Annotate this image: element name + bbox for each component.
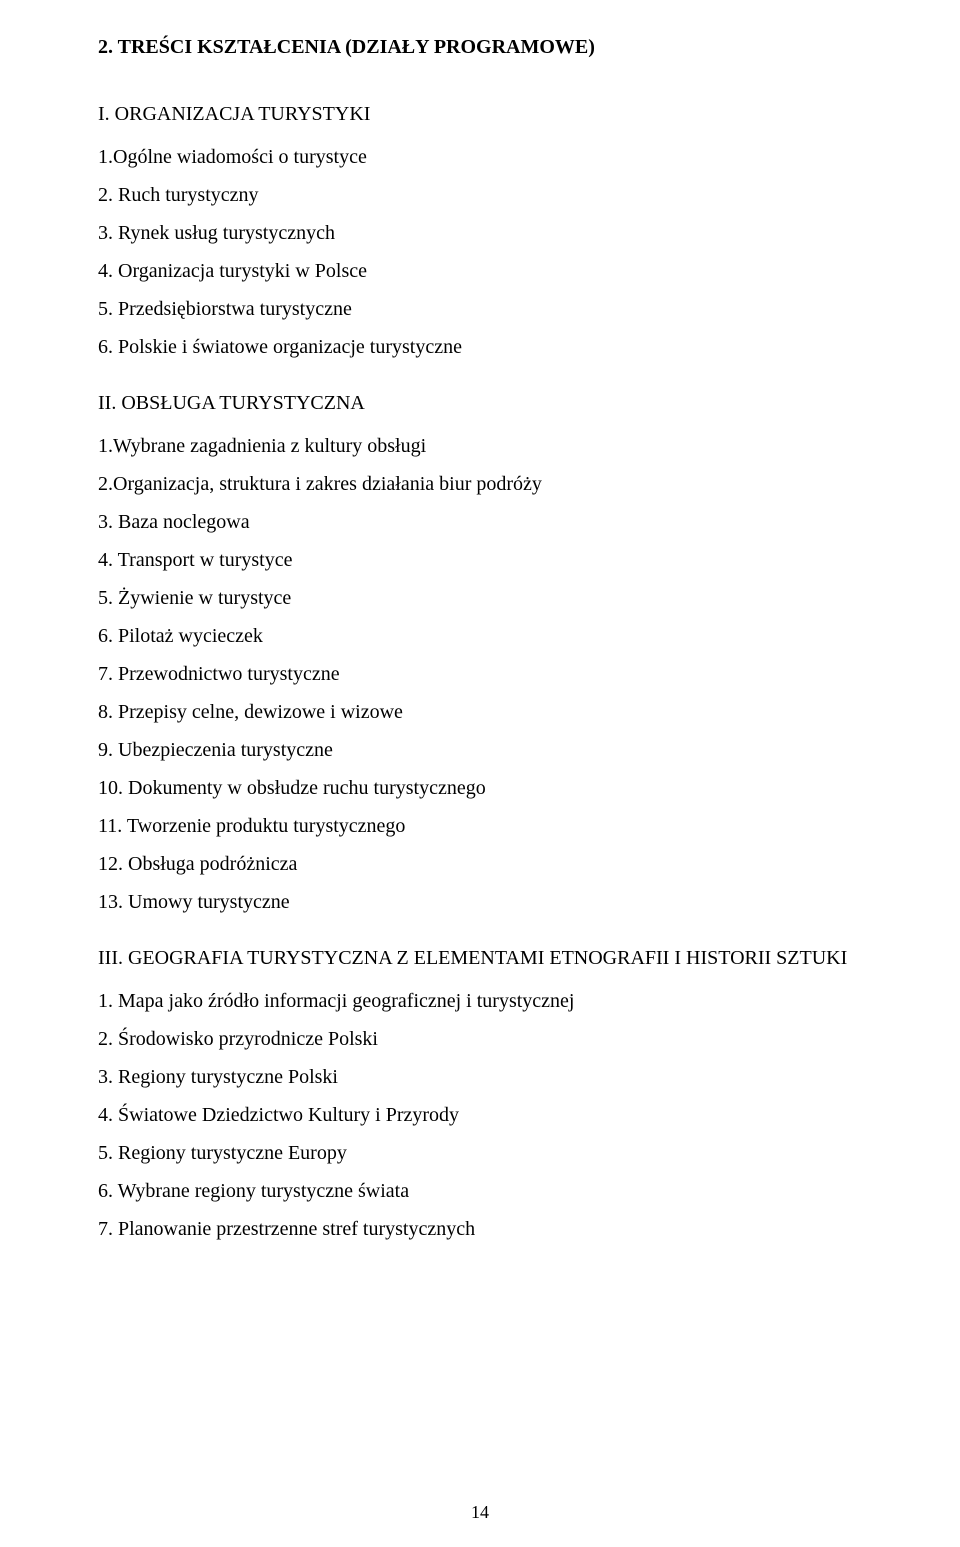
- list-item: 10. Dokumenty w obsłudze ruchu turystycz…: [98, 769, 940, 807]
- list-item: 7. Przewodnictwo turystyczne: [98, 655, 940, 693]
- section-heading-2: II. OBSŁUGA TURYSTYCZNA: [98, 392, 940, 415]
- list-item: 6. Wybrane regiony turystyczne świata: [98, 1172, 940, 1210]
- list-item: 6. Pilotaż wycieczek: [98, 617, 940, 655]
- list-item: 4. Światowe Dziedzictwo Kultury i Przyro…: [98, 1096, 940, 1134]
- list-item: 3. Rynek usług turystycznych: [98, 214, 940, 252]
- page-number: 14: [0, 1502, 960, 1523]
- list-item: 7. Planowanie przestrzenne stref turysty…: [98, 1210, 940, 1248]
- list-item: 4. Transport w turystyce: [98, 541, 940, 579]
- list-item: 6. Polskie i światowe organizacje turyst…: [98, 328, 940, 366]
- list-item: 5. Regiony turystyczne Europy: [98, 1134, 940, 1172]
- section-heading-1: I. ORGANIZACJA TURYSTYKI: [98, 103, 940, 126]
- list-item: 8. Przepisy celne, dewizowe i wizowe: [98, 693, 940, 731]
- list-item: 1.Ogólne wiadomości o turystyce: [98, 138, 940, 176]
- list-item: 2. Środowisko przyrodnicze Polski: [98, 1020, 940, 1058]
- document-page: 2. TREŚCI KSZTAŁCENIA (DZIAŁY PROGRAMOWE…: [0, 0, 960, 1547]
- list-item: 2. Ruch turystyczny: [98, 176, 940, 214]
- list-item: 3. Regiony turystyczne Polski: [98, 1058, 940, 1096]
- list-item: 5. Żywienie w turystyce: [98, 579, 940, 617]
- list-item: 13. Umowy turystyczne: [98, 883, 940, 921]
- list-item: 1. Mapa jako źródło informacji geografic…: [98, 982, 940, 1020]
- list-item: 5. Przedsiębiorstwa turystyczne: [98, 290, 940, 328]
- list-item: 2.Organizacja, struktura i zakres działa…: [98, 465, 940, 503]
- list-item: 1.Wybrane zagadnienia z kultury obsługi: [98, 427, 940, 465]
- list-item: 3. Baza noclegowa: [98, 503, 940, 541]
- list-item: 11. Tworzenie produktu turystycznego: [98, 807, 940, 845]
- section-heading-3: III. GEOGRAFIA TURYSTYCZNA Z ELEMENTAMI …: [98, 947, 940, 970]
- list-item: 4. Organizacja turystyki w Polsce: [98, 252, 940, 290]
- list-item: 12. Obsługa podróżnicza: [98, 845, 940, 883]
- page-title: 2. TREŚCI KSZTAŁCENIA (DZIAŁY PROGRAMOWE…: [98, 36, 940, 59]
- list-item: 9. Ubezpieczenia turystyczne: [98, 731, 940, 769]
